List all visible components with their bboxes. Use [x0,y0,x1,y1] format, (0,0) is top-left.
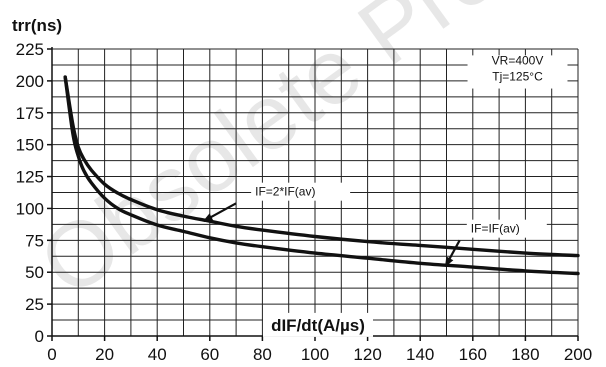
y-tick-label: 0 [35,327,44,346]
x-tick-label: 180 [511,345,539,364]
y-tick-label: 25 [25,295,44,314]
x-tick-label: 200 [564,345,592,364]
series-line-if-2x [63,75,580,258]
annotation-arrow [202,202,237,223]
condition-label: VR=400V [492,53,544,67]
y-tick-label: 175 [16,104,44,123]
x-tick-label: 40 [148,345,167,364]
conditions-box [467,55,568,89]
axis-layer [47,47,579,341]
x-axis-title: dIF/dt(A/µs) [271,316,365,335]
y-tick-label: 150 [16,136,44,155]
annotation-box [251,182,351,201]
y-tick-label: 50 [25,263,44,282]
series-line-if-1x [63,75,580,276]
y-tick-label: 75 [25,231,44,250]
x-tick-label: 100 [301,345,329,364]
x-tick-label: 140 [406,345,434,364]
x-tick-label: 80 [253,345,272,364]
x-tick-label: 60 [200,345,219,364]
curve-layer [63,75,580,276]
y-tick-label: 125 [16,168,44,187]
x-tick-label: 160 [459,345,487,364]
annotation-label: IF=IF(av) [471,222,520,236]
label-layer: 0 20 40 60 80 100 120 140 160 180 200 0 25 50 75 100 125… [12,16,592,364]
annotation-label: IF=2*IF(av) [255,185,315,199]
x-tick-label: 20 [95,345,114,364]
watermark-layer: Obsolete Product [22,0,606,316]
condition-label: Tj=125°C [492,69,543,83]
x-tick-label: 120 [353,345,381,364]
y-tick-label: 225 [16,40,44,59]
y-axis-title: trr(ns) [12,16,62,35]
x-tick-label: 0 [47,345,56,364]
y-tick-label: 200 [16,72,44,91]
annotation-box [466,219,547,238]
x-axis-title-box [263,312,373,337]
annotation-arrow [444,239,461,268]
watermark-text: Obsolete Product [22,0,606,316]
y-tick-label: 100 [16,199,44,218]
